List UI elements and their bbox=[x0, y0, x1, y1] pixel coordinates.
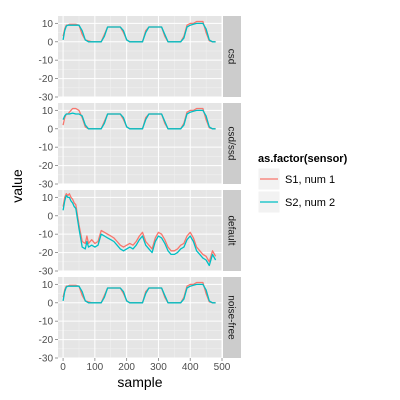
strip-label: default bbox=[226, 215, 237, 245]
x-tick-label: 400 bbox=[182, 362, 199, 373]
y-tick-label: -20 bbox=[39, 161, 54, 172]
strip-background bbox=[223, 190, 241, 271]
y-tick-label: -20 bbox=[39, 248, 54, 259]
x-tick-label: 300 bbox=[150, 362, 167, 373]
series-line-2 bbox=[62, 109, 216, 130]
legend: as.factor(sensor) S1, num 1 S2, num 2 bbox=[257, 153, 348, 214]
strip-background bbox=[223, 103, 241, 184]
y-tick-label: -30 bbox=[39, 267, 54, 278]
y-tick-label: -10 bbox=[39, 230, 54, 241]
series-line-2 bbox=[62, 194, 217, 267]
y-tick-label: -30 bbox=[39, 354, 54, 365]
panel-1: -30 -20 -10 0 10 csd bbox=[39, 16, 241, 104]
y-tick-label: -10 bbox=[39, 317, 54, 328]
series-line-2 bbox=[62, 22, 216, 43]
y-tick-label: 10 bbox=[42, 193, 54, 204]
x-tick-label: 500 bbox=[214, 362, 231, 373]
x-tick-label: 0 bbox=[60, 362, 66, 373]
strip-label: csd bbox=[226, 49, 237, 65]
strip-background bbox=[223, 277, 241, 358]
panel-2: -30 -20 -10 0 10 csd/ssd bbox=[39, 103, 241, 191]
y-tick-label: 10 bbox=[42, 280, 54, 291]
legend-label: S2, num 2 bbox=[285, 197, 335, 209]
panel-3: -30 -20 -10 0 10 default bbox=[39, 190, 241, 278]
y-tick-label: -30 bbox=[39, 93, 54, 104]
y-tick-label: -20 bbox=[39, 335, 54, 346]
y-tick-label: 0 bbox=[47, 211, 53, 222]
y-axis-title: value bbox=[9, 169, 25, 203]
y-tick-label: 0 bbox=[47, 124, 53, 135]
panels: -30 -20 -10 0 10 csd -30 -20 -10 0 10 csd/ssd -30 -20… bbox=[39, 16, 241, 365]
x-axis-title: sample bbox=[117, 374, 162, 390]
strip-background bbox=[223, 16, 241, 97]
series-line-2 bbox=[62, 283, 216, 304]
y-tick-label: 10 bbox=[42, 106, 54, 117]
strip-label: csd/ssd bbox=[226, 127, 237, 161]
legend-title: as.factor(sensor) bbox=[258, 153, 348, 165]
y-tick-label: -10 bbox=[39, 56, 54, 67]
x-tick-label: 200 bbox=[118, 362, 135, 373]
strip-label: noise-free bbox=[226, 295, 237, 340]
panel-4: -30 -20 -10 0 10 noise-free bbox=[39, 277, 241, 365]
panel-background bbox=[58, 277, 222, 358]
panel-background bbox=[58, 16, 222, 97]
panel-background bbox=[58, 190, 222, 271]
panel-background bbox=[58, 103, 222, 184]
y-tick-label: 10 bbox=[42, 19, 54, 30]
y-tick-label: -30 bbox=[39, 180, 54, 191]
y-tick-label: -10 bbox=[39, 143, 54, 154]
y-tick-label: -20 bbox=[39, 74, 54, 85]
legend-label: S1, num 1 bbox=[285, 174, 335, 186]
x-axis: 0 100 200 300 400 500 bbox=[60, 358, 231, 373]
y-tick-label: 0 bbox=[47, 37, 53, 48]
y-tick-label: 0 bbox=[47, 298, 53, 309]
x-tick-label: 100 bbox=[87, 362, 104, 373]
